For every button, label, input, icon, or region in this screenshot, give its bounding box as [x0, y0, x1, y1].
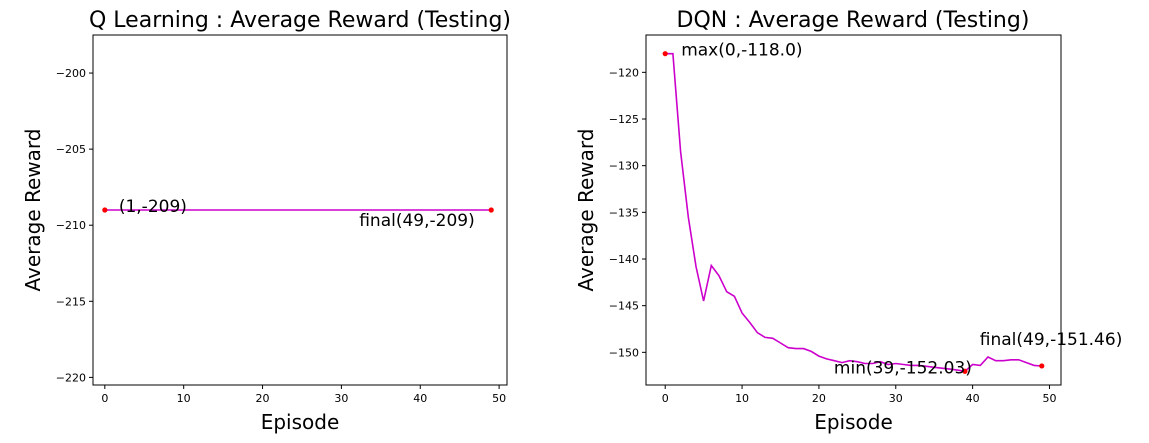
y-axis-label: Average Reward — [21, 129, 45, 292]
point-annotation: (1,-209) — [119, 197, 187, 217]
x-tick-label: 40 — [413, 392, 427, 405]
x-tick-label: 0 — [101, 392, 108, 405]
data-point-marker — [102, 207, 108, 213]
x-tick-label: 20 — [256, 392, 270, 405]
y-tick-label: −205 — [56, 143, 86, 156]
data-point-marker — [662, 51, 668, 57]
x-tick-label: 30 — [889, 392, 903, 405]
x-tick-label: 40 — [966, 392, 980, 405]
data-point-marker — [1039, 363, 1045, 369]
plot-frame — [645, 34, 1062, 386]
y-tick-label: −125 — [609, 113, 639, 126]
y-tick-label: −150 — [609, 346, 639, 359]
x-tick-label: 0 — [662, 392, 669, 405]
x-tick-label: 20 — [812, 392, 826, 405]
point-annotation: final(49,-209) — [359, 211, 475, 231]
data-point-marker — [962, 368, 968, 374]
x-tick-label: 10 — [735, 392, 749, 405]
y-tick-label: −140 — [609, 253, 639, 266]
y-tick-label: −215 — [56, 295, 86, 308]
point-annotation: min(39,-152.03) — [834, 358, 972, 378]
y-tick-label: −145 — [609, 300, 639, 313]
x-axis-label: Episode — [814, 410, 893, 434]
y-tick-label: −120 — [609, 66, 639, 79]
x-tick-label: 30 — [334, 392, 348, 405]
data-point-marker — [488, 207, 494, 213]
chart-title: Q Learning : Average Reward (Testing) — [89, 8, 511, 33]
y-tick-label: −210 — [56, 219, 86, 232]
chart-title: DQN : Average Reward (Testing) — [677, 8, 1030, 33]
point-annotation: max(0,-118.0) — [681, 41, 802, 61]
y-tick-label: −130 — [609, 160, 639, 173]
y-tick-label: −200 — [56, 67, 86, 80]
y-axis-label: Average Reward — [574, 129, 598, 292]
plot-frame — [92, 34, 508, 386]
series-line-1 — [665, 52, 1042, 373]
y-tick-label: −220 — [56, 371, 86, 384]
x-tick-label: 10 — [177, 392, 191, 405]
x-axis-label: Episode — [261, 410, 340, 434]
point-annotation: final(49,-151.46) — [980, 330, 1123, 350]
y-tick-label: −135 — [609, 206, 639, 219]
chart-panel-1: Q Learning : Average Reward (Testing) 0 10… — [21, 8, 511, 434]
x-tick-label: 50 — [492, 392, 506, 405]
x-tick-label: 50 — [1042, 392, 1056, 405]
chart-panel-2: DQN : Average Reward (Testing) 0 10 20 30 40 5… — [574, 8, 1122, 434]
